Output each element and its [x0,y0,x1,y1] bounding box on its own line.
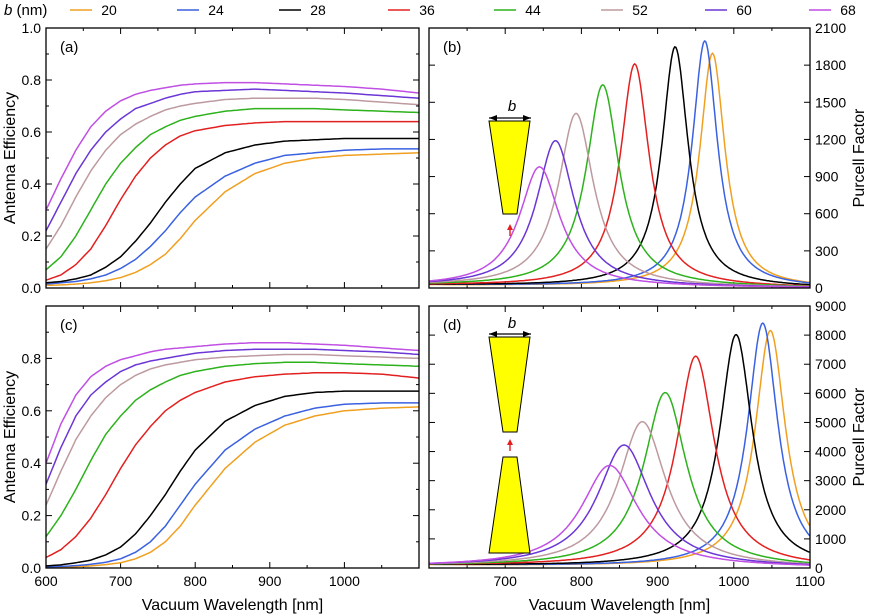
antenna-shape-top [488,336,531,433]
series-line-52 [46,97,419,250]
x-tick-label: 700 [494,573,518,589]
series-line-52 [46,353,419,506]
series-line-68 [46,81,419,211]
x-tick-label: 700 [109,573,133,589]
x-tick-label: 1000 [718,573,749,589]
legend: b (nm) 20 24 28 36 44 52 60 68 [4,2,856,19]
legend-label-36: 36 [419,2,435,18]
x-tick-label: 800 [570,573,594,589]
series-line-44 [429,391,810,565]
y-tick-label: 0.8 [22,72,42,88]
series-line-28 [46,137,419,284]
y-tick-label: 0.2 [22,508,42,524]
antenna-inset-d: b [488,315,531,554]
legend-label-20: 20 [101,2,117,18]
y-tick-label: 7000 [815,356,846,372]
y-tick-label: 8000 [815,327,846,343]
series-line-68 [46,341,419,464]
series-line-36 [46,372,419,559]
x-tick-label: 800 [184,573,208,589]
panel-c: 0.0 0.2 0.4 0.6 0.8 600 700 800 900 1000 Vacuum Wa… [2,305,420,614]
y-axis-label: Purcell Factor [851,108,868,207]
y-tick-label: 0.0 [22,560,42,576]
series-line-68 [429,166,810,288]
series-line-36 [46,120,419,281]
y-tick-label: 5000 [815,414,846,430]
panel-b: 0 300 600 900 1200 1500 1800 2100 Purcell Factor… [428,20,868,296]
antenna-inset-b: b [488,98,531,236]
y-tick-label: 0.4 [22,455,42,471]
x-tick-label: 1000 [329,573,360,589]
panel-label-d: (d) [443,317,461,334]
y-tick-label: 0 [815,280,823,296]
y-tick-label: 300 [815,243,839,259]
series-line-44 [429,84,810,287]
x-tick-label: 900 [258,573,282,589]
series-line-60 [429,444,810,566]
y-tick-label: 1500 [815,94,846,110]
legend-label-52: 52 [632,2,648,18]
series-line-44 [46,107,419,271]
x-tick-label: 900 [646,573,670,589]
legend-label-60: 60 [736,2,752,18]
series-line-20 [46,152,419,287]
series-line-28 [429,333,810,565]
y-tick-label: 3000 [815,473,846,489]
x-tick-label: 1100 [795,573,825,589]
y-tick-label: 1000 [815,531,846,547]
y-tick-label: 1200 [815,131,846,147]
y-axis-label: Antenna Efficiency [2,92,19,224]
y-tick-label: 2100 [815,20,846,36]
antenna-shape [488,120,531,215]
y-tick-label: 1.0 [22,20,42,36]
series-line-52 [429,112,810,288]
y-tick-label: 0.4 [22,176,42,192]
legend-label-68: 68 [840,2,856,18]
y-tick-label: 0 [815,560,823,576]
antenna-shape-bottom [488,456,531,554]
legend-label-24: 24 [208,2,224,18]
y-tick-label: 2000 [815,502,846,518]
x-axis-label: Vacuum Wavelength [nm] [142,597,323,614]
series-line-24 [46,402,419,568]
y-tick-label: 0.8 [22,350,42,366]
y-axis-label: Antenna Efficiency [2,371,19,503]
series-line-24 [46,148,419,285]
series-line-60 [46,88,419,232]
panel-label-a: (a) [60,39,78,56]
y-tick-label: 900 [815,169,839,185]
y-tick-label: 4000 [815,444,846,460]
series-line-68 [429,464,810,566]
inset-d-width-label: b [508,315,516,332]
y-tick-label: 9000 [815,298,846,314]
series-line-60 [46,348,419,485]
y-tick-label: 0.0 [22,280,42,296]
series-line-20 [46,406,419,568]
series-line-52 [429,420,810,565]
x-axis-label: Vacuum Wavelength [nm] [529,597,710,614]
y-tick-label: 600 [815,206,839,222]
panel-a: 0.0 0.2 0.4 0.6 0.8 1.0 Antenna Efficiency (a) [2,20,420,296]
panel-label-c: (c) [60,317,78,334]
panel-d: 0 1000 2000 3000 4000 5000 6000 7000 8000 9000 700… [428,298,868,614]
y-axis-label: Purcell Factor [851,387,868,486]
series-line-36 [429,355,810,565]
inset-b-width-label: b [508,98,516,115]
legend-title: b (nm) [4,2,47,19]
y-tick-label: 1800 [815,57,846,73]
legend-label-44: 44 [525,2,541,18]
x-tick-label: 600 [34,573,58,589]
series-line-28 [429,45,810,286]
series-line-28 [46,390,419,567]
series-line-44 [46,361,419,538]
y-tick-label: 6000 [815,385,846,401]
y-tick-label: 0.6 [22,403,42,419]
y-tick-label: 0.6 [22,124,42,140]
series-line-36 [429,62,810,287]
y-tick-label: 0.2 [22,228,42,244]
legend-label-28: 28 [310,2,326,18]
panel-label-b: (b) [443,39,461,56]
